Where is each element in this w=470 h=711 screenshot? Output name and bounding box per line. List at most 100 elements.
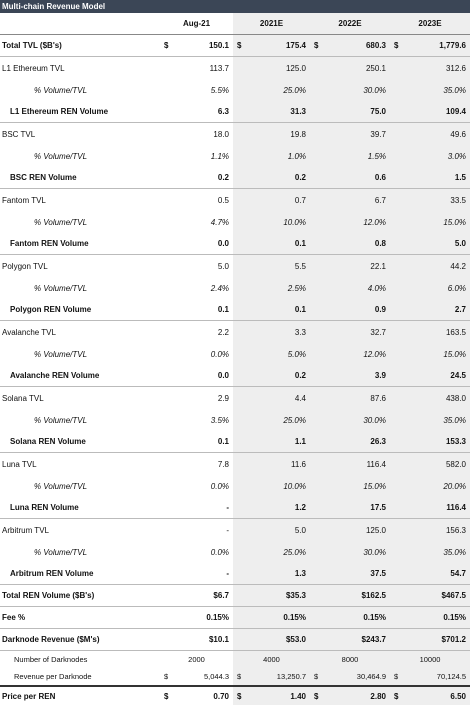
row-label: % Volume/TVL (34, 85, 88, 95)
value: 1,779.6 (439, 41, 466, 50)
row-label: Total TVL ($B's) (2, 41, 62, 50)
value-cell: 0.1 (233, 233, 310, 254)
currency-symbol: $ (237, 691, 242, 701)
value-cell: 44.2 (390, 255, 470, 277)
value-cell: 11.6 (233, 453, 310, 475)
value: 10.0% (283, 481, 306, 491)
row-label: % Volume/TVL (34, 481, 88, 491)
value: $10.1 (208, 635, 229, 644)
value-cell: 4000 (233, 651, 310, 668)
value: 30.0% (363, 85, 386, 95)
value: 75.0 (370, 107, 386, 116)
value-cell: $1.40 (233, 687, 310, 705)
table-row: L1 Ethereum TVL 113.7 125.0 250.1 312.6 (0, 57, 470, 79)
value-cell: 156.3 (390, 519, 470, 541)
value: 5.0% (287, 349, 306, 359)
value: 10.0% (283, 217, 306, 227)
value: 4.4 (294, 393, 306, 403)
value-cell: $13,250.7 (233, 668, 310, 685)
value: 163.5 (445, 327, 466, 337)
row-label: L1 Ethereum TVL (2, 63, 65, 73)
value-cell: 0.0% (160, 541, 233, 563)
header-row: Aug-21 2021E 2022E 2023E (0, 13, 470, 35)
table-row: Solana TVL 2.9 4.4 87.6 438.0 (0, 387, 470, 409)
currency-symbol: $ (394, 672, 399, 681)
table-row: % Volume/TVL 3.5% 25.0% 30.0% 35.0% (0, 409, 470, 431)
value: 13,250.7 (276, 672, 306, 681)
table-row: L1 Ethereum REN Volume 6.3 31.3 75.0 109.4 (0, 101, 470, 123)
value-cell: 312.6 (390, 57, 470, 79)
value-cell: $150.1 (160, 35, 233, 56)
value-cell: 113.7 (160, 57, 233, 79)
value-cell: 39.7 (310, 123, 390, 145)
value-cell: 8000 (310, 651, 390, 668)
value: 15.0% (363, 481, 386, 491)
value-cell: 0.8 (310, 233, 390, 254)
value: 25.0% (283, 85, 306, 95)
table-row: % Volume/TVL 4.7% 10.0% 12.0% 15.0% (0, 211, 470, 233)
value: $243.7 (361, 635, 386, 644)
value: 113.7 (209, 63, 229, 73)
value-cell: 0.6 (310, 167, 390, 188)
value-cell: 0.0% (160, 475, 233, 497)
value-cell: 0.1 (160, 299, 233, 320)
row-label: BSC TVL (2, 129, 36, 139)
value: 18.0 (213, 129, 229, 139)
value: $6.7 (213, 591, 229, 600)
currency-symbol: $ (394, 41, 399, 50)
value-cell: 10.0% (233, 475, 310, 497)
value-cell: 5.0% (233, 343, 310, 365)
table-row: % Volume/TVL 5.5% 25.0% 30.0% 35.0% (0, 79, 470, 101)
value: 175.4 (285, 41, 306, 50)
value-cell: $701.2 (390, 629, 470, 650)
value: 0.70 (213, 691, 229, 701)
value-cell: 4.0% (310, 277, 390, 299)
value-cell: 6.3 (160, 101, 233, 122)
value-cell: 109.4 (390, 101, 470, 122)
value: 35.0% (443, 415, 466, 425)
value-cell: 0.2 (233, 167, 310, 188)
value: 0.6 (374, 173, 386, 182)
value-cell: $467.5 (390, 585, 470, 606)
row-label: BSC REN Volume (10, 173, 77, 182)
table-row: % Volume/TVL 0.0% 10.0% 15.0% 20.0% (0, 475, 470, 497)
value-cell: 4.7% (160, 211, 233, 233)
value: $35.3 (285, 591, 306, 600)
value: 49.6 (450, 129, 466, 139)
value: 0.5 (217, 195, 229, 205)
value-cell: 3.5% (160, 409, 233, 431)
row-label: % Volume/TVL (34, 283, 88, 293)
value-cell: 0.7 (233, 189, 310, 211)
value: 150.1 (208, 41, 229, 50)
value-cell: 19.8 (233, 123, 310, 145)
value: 15.0% (443, 349, 466, 359)
value: $701.2 (441, 635, 466, 644)
currency-symbol: $ (237, 41, 242, 50)
value-cell: 125.0 (233, 57, 310, 79)
row-label: Revenue per Darknode (14, 672, 92, 681)
value-cell: 3.3 (233, 321, 310, 343)
value: 5.0 (454, 239, 466, 248)
value-cell: 1.2 (233, 497, 310, 518)
value: $467.5 (441, 591, 466, 600)
value-cell: 0.0 (160, 365, 233, 386)
value: 4.7% (210, 217, 229, 227)
value: 0.15% (206, 613, 229, 622)
value: 37.5 (370, 569, 386, 578)
header-cell (0, 13, 160, 34)
value-cell: $30,464.9 (310, 668, 390, 685)
value: 5.0 (294, 525, 306, 535)
value: 0.0% (210, 481, 229, 491)
value-cell: 250.1 (310, 57, 390, 79)
value-cell: 4.4 (233, 387, 310, 409)
row-label: Fantom REN Volume (10, 239, 89, 248)
table-row: Darknode Revenue ($M's) $10.1 $53.0 $243.7 $… (0, 629, 470, 651)
value: 26.3 (370, 437, 386, 446)
value: 0.0% (210, 547, 229, 557)
value-cell: 3.0% (390, 145, 470, 167)
value: 30.0% (363, 415, 386, 425)
value: 680.3 (365, 41, 386, 50)
table-row: Luna TVL 7.8 11.6 116.4 582.0 (0, 453, 470, 475)
value-cell: 1.0% (233, 145, 310, 167)
currency-symbol: $ (164, 691, 169, 701)
